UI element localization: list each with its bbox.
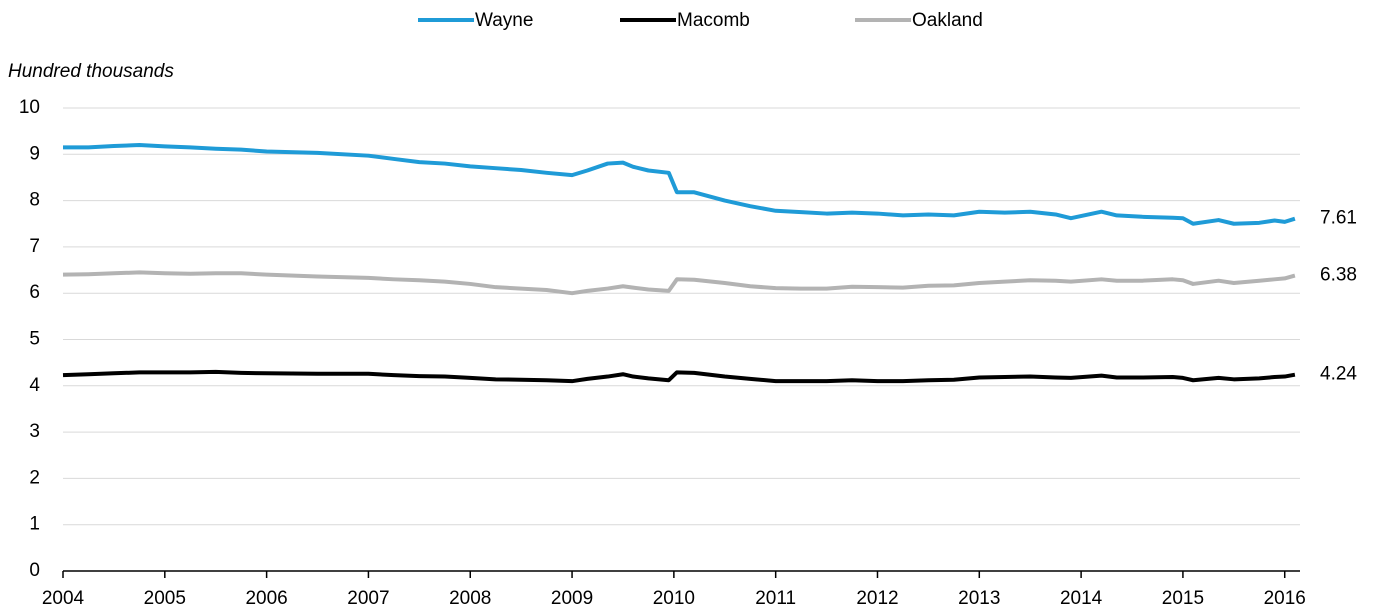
- y-tick-label: 9: [29, 143, 40, 164]
- y-tick-label: 7: [29, 236, 40, 257]
- x-tick-label: 2012: [856, 588, 898, 609]
- x-tick-label: 2013: [958, 588, 1000, 609]
- y-tick-label: 10: [19, 97, 40, 118]
- x-tick-label: 2004: [42, 588, 85, 609]
- series-line: [63, 143, 1296, 226]
- x-tick-label: 2006: [245, 588, 287, 609]
- legend-label: Wayne: [475, 10, 533, 31]
- y-tick-label: 2: [29, 467, 40, 488]
- y-tick-label: 1: [29, 514, 40, 535]
- y-tick-label: 5: [29, 329, 40, 350]
- x-tick-label: 2007: [347, 588, 389, 609]
- x-tick-label: 2008: [449, 588, 491, 609]
- y-tick-label: 8: [29, 190, 40, 211]
- x-tick-label: 2011: [755, 588, 796, 609]
- x-tick-label: 2016: [1264, 588, 1306, 609]
- legend-label: Macomb: [677, 10, 750, 31]
- x-tick-label: 2010: [653, 588, 695, 609]
- y-axis-label: Hundred thousands: [8, 61, 174, 82]
- y-tick-label: 6: [29, 282, 40, 303]
- x-tick-label: 2015: [1162, 588, 1204, 609]
- x-tick-label: 2014: [1060, 588, 1103, 609]
- y-tick-label: 4: [29, 375, 40, 396]
- end-value-label: 4.24: [1320, 364, 1357, 385]
- series-line: [62, 369, 1296, 384]
- legend-label: Oakland: [912, 10, 983, 31]
- end-value-label: 7.61: [1320, 208, 1357, 229]
- x-tick-label: 2009: [551, 588, 593, 609]
- x-tick-label: 2005: [144, 588, 186, 609]
- y-tick-label: 0: [29, 560, 40, 581]
- y-tick-label: 3: [29, 421, 40, 442]
- series-line: [62, 270, 1296, 296]
- end-value-label: 6.38: [1320, 265, 1357, 286]
